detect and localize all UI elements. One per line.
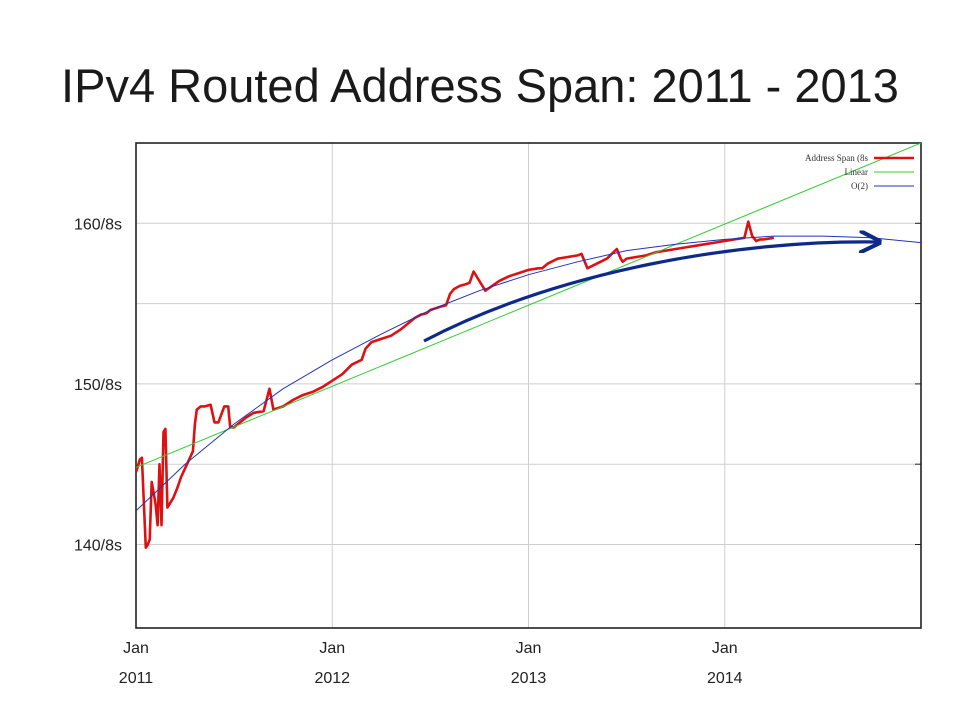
x-tick-month-2: Jan <box>516 640 542 657</box>
y-tick-label-2: 160/8s <box>74 216 122 233</box>
x-tick-year-0: 2011 <box>119 670 154 687</box>
legend-label-linear: Linear <box>845 167 868 177</box>
x-tick-month-3: Jan <box>712 640 738 657</box>
series-group <box>136 143 921 550</box>
page-title: IPv4 Routed Address Span: 2011 - 2013 <box>61 59 899 112</box>
grid <box>136 143 921 628</box>
y-axis: 140/8s 150/8s 160/8s <box>74 216 122 554</box>
series-linear-line <box>136 143 921 468</box>
legend-label-address-span: Address Span (8s <box>805 153 868 163</box>
x-tick-month-1: Jan <box>319 640 345 657</box>
trend-arrow-annotation <box>423 242 878 343</box>
legend: Address Span (8s Linear O(2) <box>805 153 914 191</box>
legend-label-o2: O(2) <box>851 181 868 191</box>
y-tick-label-1: 150/8s <box>74 377 122 394</box>
x-tick-month-0: Jan <box>123 640 149 657</box>
x-tick-year-1: 2012 <box>314 670 350 687</box>
series-address-span-line <box>136 220 775 550</box>
series-o2-line <box>136 235 921 512</box>
y-tick-label-0: 140/8s <box>74 537 122 554</box>
x-tick-year-3: 2014 <box>707 670 743 687</box>
x-axis: Jan 2011 Jan 2012 Jan 2013 Jan 2014 <box>119 640 743 687</box>
plot-area <box>135 142 922 629</box>
x-tick-year-2: 2013 <box>511 670 547 687</box>
